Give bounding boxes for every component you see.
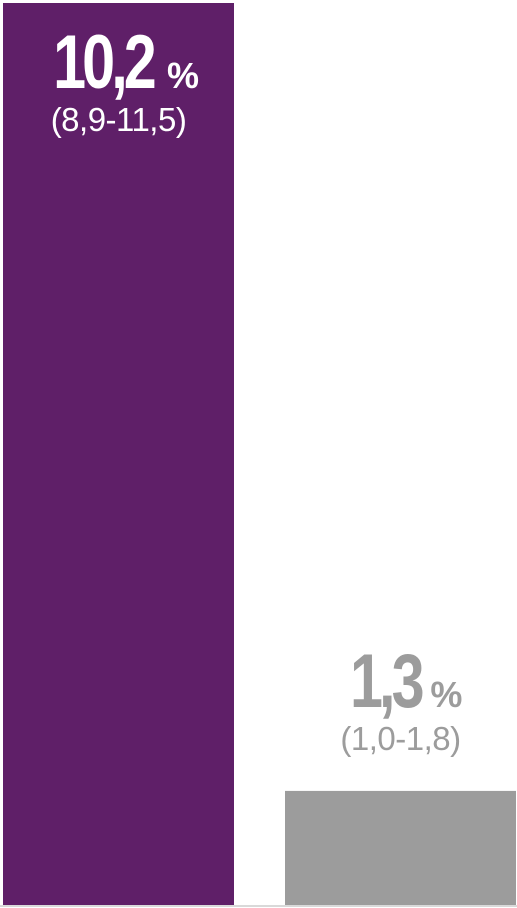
bar-ci-1: (8,9-11,5) <box>50 101 187 138</box>
bar-2 <box>285 790 516 906</box>
bar-value-2: 1,3% <box>349 638 463 724</box>
bar-label-2: 1,3% (1,0-1,8) <box>285 638 516 757</box>
bar-label-1: 10,2% (8,9-11,5) <box>3 20 234 138</box>
bar-1 <box>3 3 234 906</box>
bar-value-1: 10,2% <box>53 20 199 105</box>
bar-ci-2: (1,0-1,8) <box>340 719 461 757</box>
